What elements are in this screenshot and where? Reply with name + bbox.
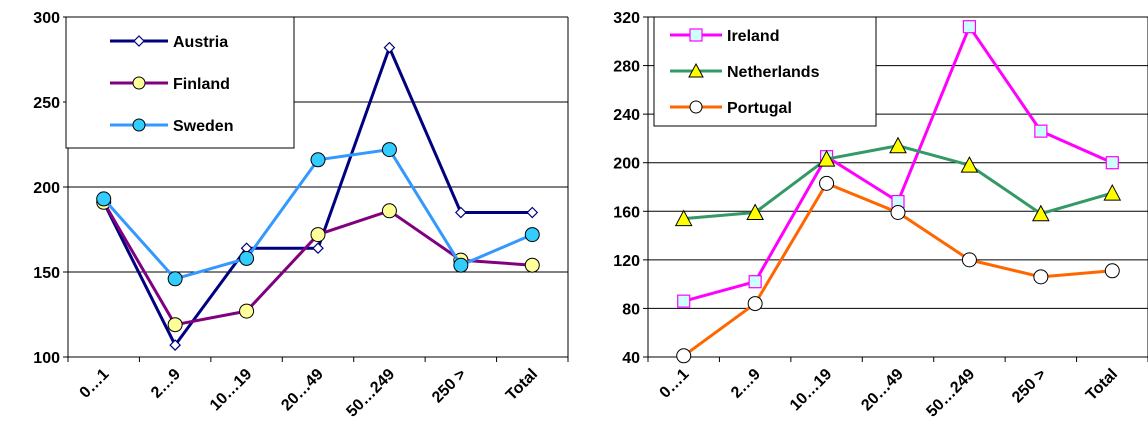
right-y-tick-label: 160	[613, 204, 640, 221]
right-x-tick-label: 2…9	[728, 366, 764, 402]
right-y-tick-label: 320	[613, 10, 640, 27]
right-data-point	[960, 156, 979, 173]
right-series-portugal	[676, 175, 1120, 364]
left-x-tick-label: 250 >	[429, 366, 470, 407]
left-legend-marker	[132, 118, 146, 132]
left-x-ticks: 0…1 2…9 10…19 20…49 50…249 250 > Total	[67, 357, 569, 421]
right-y-ticks: 40 80 120 160 200 240 280 320	[613, 10, 648, 367]
right-x-tick-label: 20…49	[858, 366, 907, 415]
left-legend-label: Finland	[173, 76, 230, 93]
left-y-tick-label: 200	[33, 180, 60, 197]
left-legend-marker	[132, 76, 146, 90]
right-data-point	[748, 275, 762, 289]
left-legend-marker	[133, 35, 145, 47]
left-data-point	[169, 339, 181, 351]
left-data-point	[381, 142, 397, 158]
right-y-tick-label: 240	[613, 107, 640, 124]
left-data-point	[455, 206, 467, 219]
right-data-point	[1103, 184, 1122, 201]
left-data-point	[312, 242, 324, 255]
left-data-point	[167, 271, 183, 287]
right-data-point	[962, 20, 977, 34]
left-x-tick-label: 0…1	[77, 366, 113, 402]
left-legend-entry: Finland	[110, 76, 230, 93]
right-legend-marker	[689, 100, 703, 114]
right-legend-entry: Netherlands	[670, 62, 820, 81]
right-series-ireland	[677, 20, 1119, 308]
right-data-point	[676, 348, 692, 364]
line-chart-left: 100 150 200 250 300 0…1 2…9 10…19 20…49 50…249 250…	[33, 10, 569, 421]
right-legend-label: Ireland	[727, 28, 779, 45]
left-data-point	[310, 152, 326, 168]
left-data-point	[239, 250, 255, 266]
left-legend: Austria Finland Sweden	[65, 16, 295, 149]
left-y-ticks: 100 150 200 250 300	[33, 10, 68, 367]
right-legend-entry: Ireland	[670, 28, 779, 45]
right-legend-entry: Portugal	[670, 100, 792, 117]
left-y-tick-label: 150	[33, 265, 60, 282]
left-data-point	[524, 227, 540, 243]
left-data-point	[524, 257, 540, 273]
right-data-point	[889, 136, 907, 154]
right-data-point	[747, 296, 763, 312]
left-data-point	[310, 227, 326, 243]
right-y-tick-label: 280	[613, 59, 640, 76]
right-data-point	[1033, 269, 1049, 285]
left-data-point	[383, 41, 396, 54]
left-x-tick-label: 50…249	[343, 366, 398, 421]
left-y-tick-label: 250	[33, 95, 60, 112]
left-series-sweden	[96, 142, 540, 287]
left-legend-label: Austria	[173, 34, 228, 51]
right-x-tick-label: 10…19	[787, 366, 836, 415]
right-x-tick-label: 250 >	[1009, 366, 1050, 407]
line-chart-right: 40 80 120 160 200 240 280 320 0…1 2…9 10…19 20…49 50…	[613, 10, 1148, 421]
right-x-tick-label: Total	[1083, 366, 1121, 404]
left-legend-label: Sweden	[173, 118, 233, 135]
left-legend-entry: Austria	[110, 34, 228, 51]
left-data-point	[239, 303, 255, 319]
right-data-point	[746, 203, 764, 220]
right-legend-label: Portugal	[727, 100, 792, 117]
left-y-tick-label: 300	[33, 10, 60, 27]
right-y-tick-label: 120	[613, 253, 640, 270]
left-x-tick-label: Total	[503, 366, 541, 404]
left-x-tick-label: 2…9	[148, 366, 184, 402]
right-legend: Ireland Netherlands Portugal	[653, 16, 877, 127]
right-y-tick-label: 40	[622, 350, 640, 367]
right-data-point	[1105, 156, 1119, 170]
right-data-point	[1034, 124, 1048, 138]
right-x-tick-label: 50…249	[923, 366, 978, 421]
right-data-point	[1032, 204, 1050, 222]
right-data-point	[677, 294, 691, 308]
right-x-ticks: 0…1 2…9 10…19 20…49 50…249 250 > Total	[647, 357, 1148, 421]
left-x-tick-label: 10…19	[207, 366, 256, 415]
left-x-tick-label: 20…49	[278, 366, 327, 415]
left-data-point	[381, 203, 397, 219]
left-data-point	[167, 317, 183, 333]
left-data-point	[453, 257, 469, 273]
left-legend-entry: Sweden	[110, 118, 233, 135]
right-legend-label: Netherlands	[727, 64, 820, 81]
right-data-point	[817, 150, 836, 167]
right-legend-marker	[688, 62, 704, 78]
right-data-point	[1104, 263, 1120, 279]
right-legend-marker	[689, 28, 703, 42]
right-x-tick-label: 0…1	[657, 366, 693, 402]
right-data-point	[819, 175, 835, 191]
right-data-point	[890, 205, 906, 220]
right-series-netherlands	[674, 136, 1122, 227]
right-data-point	[674, 209, 693, 227]
left-data-point	[526, 206, 539, 219]
right-y-tick-label: 200	[613, 156, 640, 173]
right-data-point	[961, 252, 977, 268]
left-legend-box	[65, 16, 295, 149]
right-y-tick-label: 80	[622, 301, 640, 318]
left-y-tick-label: 100	[33, 350, 60, 367]
left-data-point	[96, 191, 112, 207]
